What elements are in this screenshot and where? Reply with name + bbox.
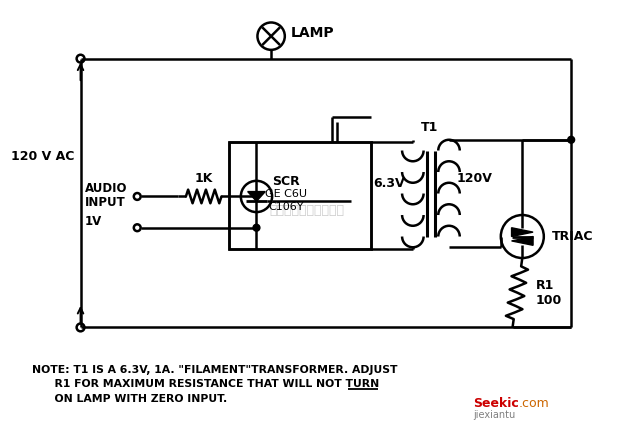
Text: 6.3V: 6.3V: [373, 177, 405, 190]
Circle shape: [253, 224, 260, 231]
Text: .com: .com: [518, 397, 549, 410]
Text: SCR: SCR: [272, 175, 300, 188]
Text: 杭州将睹科技有限公司: 杭州将睹科技有限公司: [270, 203, 345, 216]
Text: T1: T1: [420, 121, 438, 133]
Text: GE C6U: GE C6U: [265, 190, 307, 200]
Polygon shape: [248, 191, 265, 201]
Text: Seekic: Seekic: [473, 397, 519, 410]
Text: jiexiantu: jiexiantu: [473, 410, 516, 420]
Text: R1 FOR MAXIMUM RESISTANCE THAT WILL NOT TURN: R1 FOR MAXIMUM RESISTANCE THAT WILL NOT …: [32, 379, 379, 389]
Text: 1K: 1K: [195, 172, 213, 185]
Text: 120V: 120V: [457, 172, 493, 185]
Text: 120 V AC: 120 V AC: [11, 150, 75, 163]
Text: C106Y: C106Y: [268, 202, 304, 212]
Text: LAMP: LAMP: [290, 26, 334, 40]
Text: ON LAMP WITH ZERO INPUT.: ON LAMP WITH ZERO INPUT.: [32, 394, 227, 404]
Text: TRIAC: TRIAC: [552, 230, 593, 243]
Text: AUDIO: AUDIO: [85, 182, 127, 195]
Polygon shape: [511, 237, 533, 245]
Text: INPUT: INPUT: [85, 196, 125, 209]
Bar: [229, 142, 371, 249]
Text: NOTE: T1 IS A 6.3V, 1A. "FILAMENT"TRANSFORMER. ADJUST: NOTE: T1 IS A 6.3V, 1A. "FILAMENT"TRANSF…: [32, 365, 397, 375]
Polygon shape: [511, 228, 533, 237]
Bar: [229, 142, 371, 249]
Circle shape: [568, 137, 575, 143]
Text: R1
100: R1 100: [536, 279, 562, 307]
Text: 1V: 1V: [85, 216, 102, 229]
